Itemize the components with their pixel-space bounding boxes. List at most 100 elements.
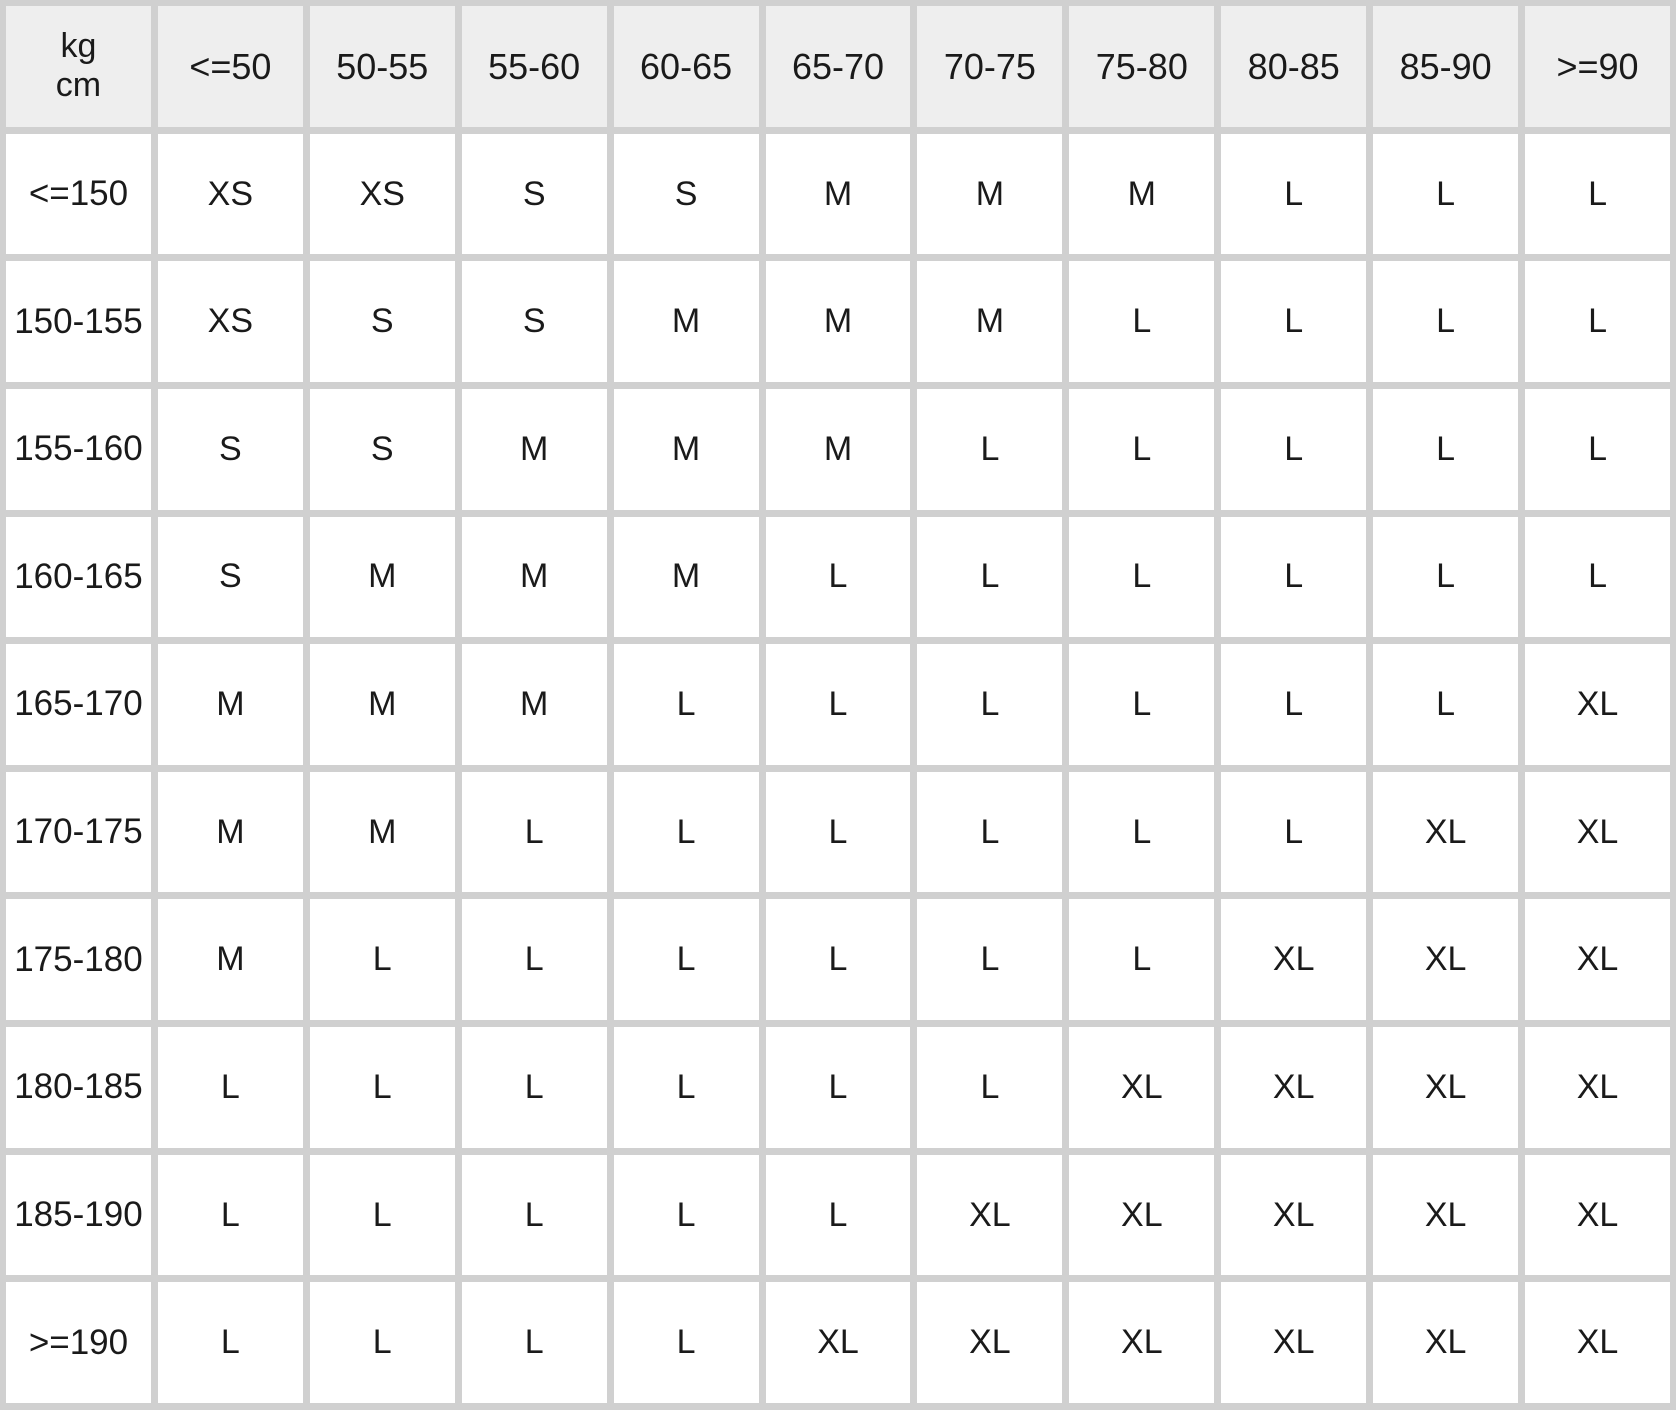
size-cell: L [1069,261,1215,382]
size-cell: M [917,261,1063,382]
size-cell: M [613,388,759,510]
size-cell: L [157,1027,303,1148]
size-cell: XL [1525,899,1670,1021]
size-cell: XL [1069,1154,1215,1276]
column-header: <=50 [157,6,303,127]
size-cell: L [309,1154,455,1276]
size-cell: L [917,1027,1063,1148]
size-cell: L [1221,644,1367,765]
size-cell: XS [309,133,455,255]
size-cell: L [461,899,607,1021]
size-cell: S [461,133,607,255]
size-cell: L [1221,261,1367,382]
size-cell: L [157,1154,303,1276]
size-cell: XL [1221,1282,1367,1403]
size-cell: XL [1525,1027,1670,1148]
size-cell: L [917,388,1063,510]
size-cell: L [765,1154,911,1276]
column-header: 60-65 [613,6,759,127]
size-cell: L [1069,516,1215,638]
size-cell: L [1525,388,1670,510]
size-cell: L [1221,133,1367,255]
size-cell: XL [1525,771,1670,893]
size-cell: L [765,1027,911,1148]
size-cell: XL [1525,644,1670,765]
size-cell: S [613,133,759,255]
size-cell: M [613,516,759,638]
size-cell: L [1069,771,1215,893]
height-unit-label: cm [55,66,102,105]
column-header: 55-60 [461,6,607,127]
size-cell: XS [157,261,303,382]
size-cell: XL [1373,1154,1519,1276]
row-header: 185-190 [6,1154,151,1276]
size-cell: M [309,771,455,893]
row-header: 180-185 [6,1027,151,1148]
column-header: 70-75 [917,6,1063,127]
size-cell: XL [1373,899,1519,1021]
size-cell: M [157,644,303,765]
size-cell: L [765,771,911,893]
size-cell: L [461,771,607,893]
size-cell: M [765,261,911,382]
size-cell: L [1221,516,1367,638]
size-cell: XL [1373,771,1519,893]
size-cell: L [1221,771,1367,893]
row-header: 175-180 [6,899,151,1021]
size-cell: L [765,899,911,1021]
row-header: <=150 [6,133,151,255]
size-cell: XL [1221,899,1367,1021]
size-cell: L [1069,899,1215,1021]
column-header: 85-90 [1373,6,1519,127]
size-cell: XL [1069,1282,1215,1403]
size-cell: M [765,388,911,510]
row-header: 150-155 [6,261,151,382]
size-cell: XL [1525,1282,1670,1403]
size-cell: L [613,1027,759,1148]
size-cell: S [461,261,607,382]
size-cell: M [1069,133,1215,255]
size-cell: L [461,1027,607,1148]
size-cell: XL [917,1282,1063,1403]
size-cell: L [1525,516,1670,638]
size-cell: L [613,1154,759,1276]
corner-header: kg cm [6,6,151,127]
row-header: 160-165 [6,516,151,638]
size-cell: L [917,644,1063,765]
row-header: >=190 [6,1282,151,1403]
size-cell: XL [1069,1027,1215,1148]
row-header: 170-175 [6,771,151,893]
column-header: 80-85 [1221,6,1367,127]
size-cell: L [461,1154,607,1276]
row-header: 165-170 [6,644,151,765]
size-cell: L [1373,516,1519,638]
size-cell: L [1373,261,1519,382]
size-cell: L [765,644,911,765]
row-header: 155-160 [6,388,151,510]
size-cell: L [613,1282,759,1403]
size-cell: M [461,516,607,638]
size-cell: XL [917,1154,1063,1276]
size-cell: M [765,133,911,255]
size-cell: L [613,899,759,1021]
size-cell: M [917,133,1063,255]
size-cell: L [1525,261,1670,382]
size-cell: M [157,899,303,1021]
size-cell: L [1069,388,1215,510]
size-cell: S [157,516,303,638]
weight-unit-label: kg [60,27,97,66]
size-cell: XL [1373,1027,1519,1148]
size-cell: L [917,899,1063,1021]
size-cell: M [309,644,455,765]
size-cell: L [1221,388,1367,510]
size-cell: L [765,516,911,638]
size-cell: L [1525,133,1670,255]
size-cell: S [157,388,303,510]
size-cell: XL [1221,1027,1367,1148]
size-cell: S [309,388,455,510]
size-cell: L [157,1282,303,1403]
size-cell: L [309,899,455,1021]
column-header: 65-70 [765,6,911,127]
size-cell: L [1373,133,1519,255]
